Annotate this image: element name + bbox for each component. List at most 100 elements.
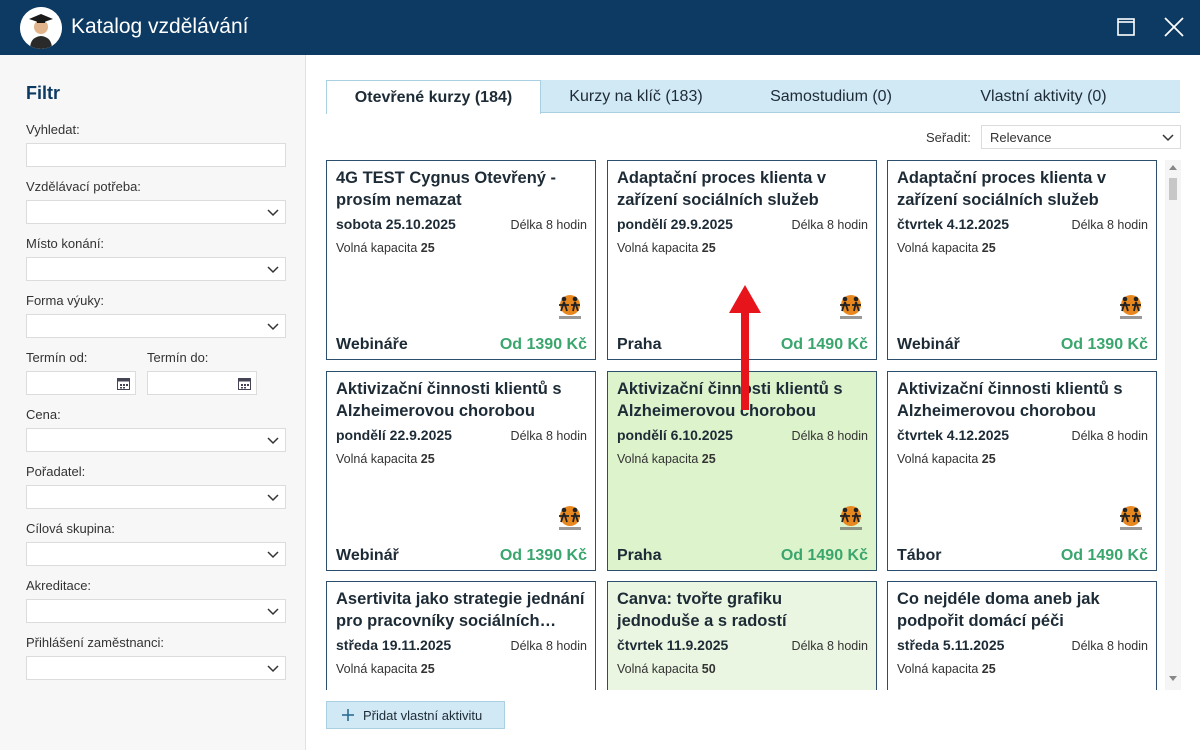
- form-select[interactable]: [26, 314, 286, 338]
- course-date: čtvrtek 11.9.2025: [617, 637, 729, 653]
- course-card[interactable]: Asertivita jako strategie jednání pro pr…: [326, 581, 596, 690]
- scroll-down-icon[interactable]: [1169, 676, 1177, 682]
- target-group-label: Cílová skupina:: [26, 521, 115, 536]
- course-duration: Délka 8 hodin: [791, 639, 868, 653]
- chevron-down-icon: [267, 608, 279, 616]
- course-card[interactable]: Aktivizační činnosti klientů s Alzheimer…: [887, 371, 1157, 571]
- need-select[interactable]: [26, 200, 286, 224]
- capacity-value: 25: [981, 241, 996, 255]
- capacity-label: Volná kapacita: [617, 452, 699, 466]
- scroll-up-icon[interactable]: [1169, 164, 1177, 170]
- course-capacity: Volná kapacita 50: [617, 662, 716, 676]
- course-capacity: Volná kapacita 25: [897, 662, 996, 676]
- date-to-input[interactable]: [147, 371, 257, 395]
- search-input[interactable]: [26, 143, 286, 167]
- capacity-value: 25: [420, 241, 435, 255]
- course-price: Od 1390 Kč: [499, 336, 587, 353]
- course-duration: Délka 8 hodin: [1071, 639, 1148, 653]
- course-price: Od 1490 Kč: [1060, 547, 1148, 564]
- provider-logo-icon: [840, 295, 862, 319]
- avatar: [20, 7, 62, 49]
- calendar-icon[interactable]: [238, 377, 251, 390]
- course-title: Canva: tvořte grafiku jednoduše a s rado…: [617, 590, 787, 630]
- course-title: Aktivizační činnosti klientů s Alzheimer…: [336, 380, 562, 420]
- course-capacity: Volná kapacita 25: [336, 241, 435, 255]
- course-duration: Délka 8 hodin: [1071, 429, 1148, 443]
- tab-self-study[interactable]: Samostudium (0): [770, 87, 892, 105]
- capacity-value: 25: [701, 241, 716, 255]
- chevron-down-icon: [267, 437, 279, 445]
- tab-open-courses[interactable]: Otevřené kurzy (184): [326, 80, 541, 114]
- maximize-button[interactable]: [1113, 14, 1139, 40]
- price-select[interactable]: [26, 428, 286, 452]
- provider-logo-icon: [1120, 295, 1142, 319]
- tab-own-activities[interactable]: Vlastní aktivity (0): [980, 87, 1107, 105]
- place-select[interactable]: [26, 257, 286, 281]
- course-card[interactable]: Co nejdéle doma aneb jak podpořit domácí…: [887, 581, 1157, 690]
- scrollbar[interactable]: [1165, 160, 1181, 690]
- accreditation-select[interactable]: [26, 599, 286, 623]
- capacity-value: 25: [701, 452, 716, 466]
- course-capacity: Volná kapacita 25: [617, 241, 716, 255]
- red-arrow-annotation: [729, 285, 761, 410]
- course-price: Od 1390 Kč: [1060, 336, 1148, 353]
- scroll-thumb[interactable]: [1169, 178, 1177, 200]
- date-from-label: Termín od:: [26, 350, 88, 365]
- date-to-label: Termín do:: [147, 350, 209, 365]
- course-duration: Délka 8 hodin: [791, 429, 868, 443]
- capacity-label: Volná kapacita: [617, 241, 699, 255]
- need-label: Vzdělávací potřeba:: [26, 179, 141, 194]
- filter-title: Filtr: [26, 83, 60, 103]
- course-price: Od 1490 Kč: [780, 547, 868, 564]
- capacity-value: 25: [420, 452, 435, 466]
- title-bar: Katalog vzdělávání: [0, 0, 1200, 55]
- capacity-label: Volná kapacita: [897, 241, 979, 255]
- close-button[interactable]: [1161, 14, 1187, 40]
- provider-logo-icon: [559, 295, 581, 319]
- chevron-down-icon: [267, 209, 279, 217]
- course-title: 4G TEST Cygnus Otevřený - prosím nemazat: [336, 169, 557, 209]
- plus-icon: [342, 709, 354, 721]
- capacity-label: Volná kapacita: [897, 452, 979, 466]
- add-own-activity-button[interactable]: Přidat vlastní aktivitu: [326, 701, 505, 729]
- add-own-activity-label: Přidat vlastní aktivitu: [363, 707, 483, 723]
- course-title: Co nejdéle doma aneb jak podpořit domácí…: [897, 590, 1100, 630]
- course-date: sobota 25.10.2025: [336, 216, 456, 232]
- course-title: Asertivita jako strategie jednání pro pr…: [336, 590, 585, 630]
- target-group-select[interactable]: [26, 542, 286, 566]
- course-location: Webinář: [336, 547, 399, 564]
- course-card[interactable]: Aktivizační činnosti klientů s Alzheimer…: [326, 371, 596, 571]
- course-duration: Délka 8 hodin: [510, 429, 587, 443]
- course-location: Tábor: [897, 547, 942, 564]
- course-duration: Délka 8 hodin: [791, 218, 868, 232]
- form-label: Forma výuky:: [26, 293, 105, 308]
- course-duration: Délka 8 hodin: [510, 639, 587, 653]
- course-card[interactable]: Canva: tvořte grafiku jednoduše a s rado…: [607, 581, 877, 690]
- course-card[interactable]: 4G TEST Cygnus Otevřený - prosím nemazat…: [326, 160, 596, 360]
- employees-select[interactable]: [26, 656, 286, 680]
- chevron-down-icon: [1162, 134, 1174, 142]
- course-capacity: Volná kapacita 25: [897, 452, 996, 466]
- course-card[interactable]: Adaptační proces klienta v zařízení soci…: [887, 160, 1157, 360]
- sort-label: Seřadit:: [926, 130, 971, 145]
- course-capacity: Volná kapacita 25: [336, 662, 435, 676]
- employees-label: Přihlášení zaměstnanci:: [26, 635, 165, 650]
- graduate-icon: [20, 7, 62, 49]
- course-title: Adaptační proces klienta v zařízení soci…: [897, 169, 1107, 209]
- provider-logo-icon: [559, 506, 581, 530]
- calendar-icon[interactable]: [117, 377, 130, 390]
- search-label: Vyhledat:: [26, 122, 80, 137]
- sort-select[interactable]: Relevance: [981, 125, 1181, 149]
- course-date: pondělí 29.9.2025: [617, 216, 733, 232]
- date-from-input[interactable]: [26, 371, 136, 395]
- chevron-down-icon: [267, 266, 279, 274]
- chevron-down-icon: [267, 551, 279, 559]
- capacity-value: 25: [420, 662, 435, 676]
- course-title: Adaptační proces klienta v zařízení soci…: [617, 169, 827, 209]
- capacity-label: Volná kapacita: [617, 662, 699, 676]
- course-price: Od 1490 Kč: [780, 336, 868, 353]
- capacity-value: 25: [981, 452, 996, 466]
- organizer-select[interactable]: [26, 485, 286, 509]
- tab-turnkey-courses[interactable]: Kurzy na klíč (183): [569, 87, 703, 105]
- course-tabs: Otevřené kurzy (184) Kurzy na klíč (183)…: [326, 80, 1180, 114]
